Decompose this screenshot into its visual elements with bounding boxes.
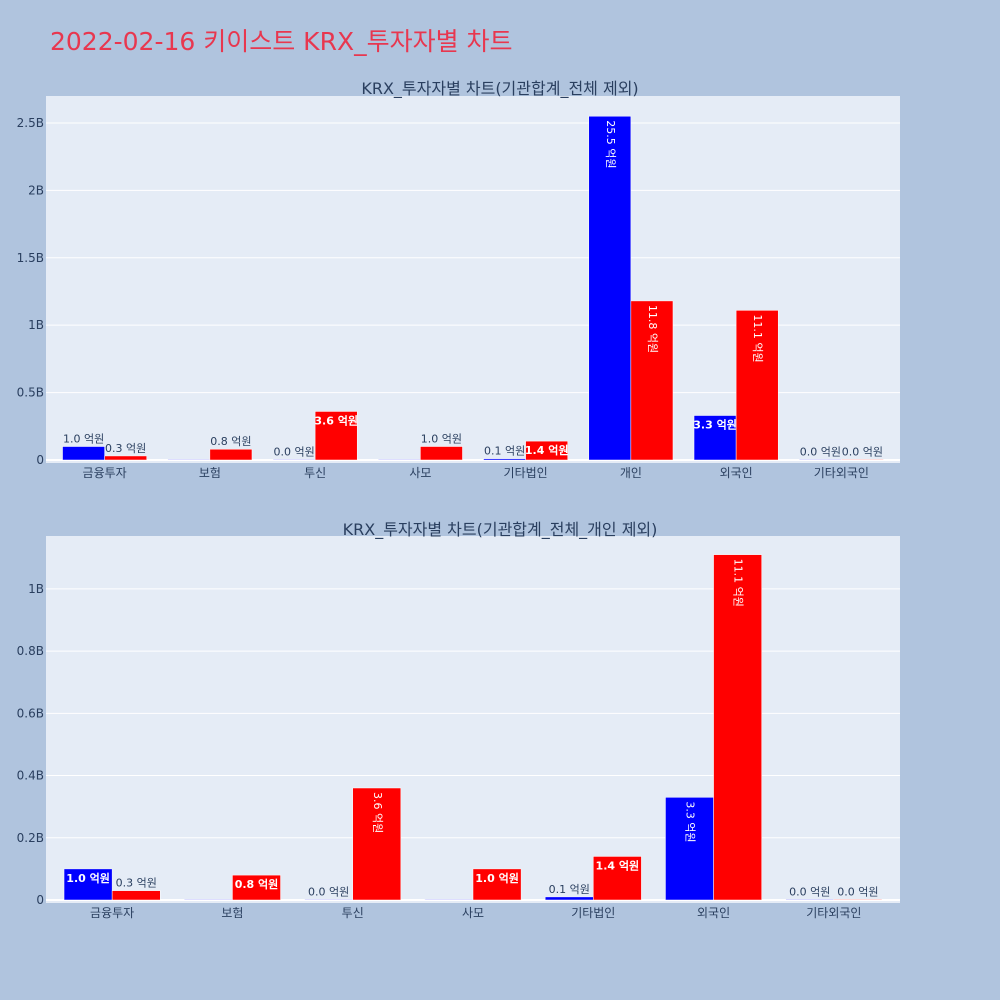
data-label: 3.3 억원 [693,418,737,432]
y-tick-label: 0.8B [17,644,44,658]
bar-sell [232,874,281,901]
x-tick-label: 투신 [304,466,326,480]
bar-buy [63,868,113,901]
x-tick-label: 개인 [620,466,642,480]
y-tick-label: 0 [36,893,44,907]
data-label: 3.3 억원 [684,801,697,842]
x-tick-label: 금융투자 [90,906,134,920]
bar-sell [352,787,402,901]
bar-sell [630,300,674,461]
bar-buy [424,899,474,901]
bar-sell [593,856,642,901]
bar-buy [62,446,105,461]
bar-sell [104,455,147,461]
data-label: 0.8 억원 [210,435,251,448]
x-tick-label: 투신 [342,906,364,920]
bar-sell [420,446,463,461]
chart-title: KRX_투자자별 차트(기관합계_전체_개인 제외) [343,520,658,540]
x-tick-label: 외국인 [697,906,730,920]
x-tick-label: 보험 [221,906,243,920]
data-label: 0.3 억원 [116,877,157,890]
y-tick-label: 1.5B [17,251,44,265]
data-label: 1.4 억원 [525,443,569,457]
data-label: 0.0 억원 [273,445,314,458]
bar-sell [841,459,884,461]
data-label: 3.6 억원 [371,792,384,833]
bar-sell [525,440,568,461]
y-tick-label: 0.6B [17,706,44,720]
bar-buy [588,115,632,461]
data-label: 0.1 억원 [484,445,525,458]
x-tick-label: 기타법인 [504,466,548,480]
chart-excl-individual: KRX_투자자별 차트(기관합계_전체_개인 제외) 0 0.2B 0.4B 0.6B 0… [17,520,900,920]
plot-area [46,536,900,903]
bar-sell [713,554,762,901]
x-tick-label: 사모 [409,466,431,480]
data-label: 0.0 억원 [800,445,841,458]
x-tick-label: 기타법인 [571,906,615,920]
data-label: 0.0 억원 [308,885,349,898]
data-label: 0.0 억원 [789,885,830,898]
bar-sell [209,448,253,461]
y-tick-label: 1B [28,318,44,332]
page-title: 2022-02-16 키이스트 KRX_투자자별 차트 [50,27,513,56]
x-tick-label: 금융투자 [83,466,127,480]
x-tick-label: 기타외국인 [814,466,869,480]
data-label: 25.5 억원 [604,120,617,168]
data-label: 3.6 억원 [314,413,358,427]
chart-institutional-excl-total: KRX_투자자별 차트(기관합계_전체 제외) 0 0.5B 1B 1.5B 2B 2.5B… [17,79,900,480]
data-label: 1.0 억원 [63,433,104,446]
y-tick-label: 0.4B [17,769,44,783]
bar-buy [693,415,737,461]
bar-sell [472,868,522,901]
data-label: 1.0 억원 [421,433,462,446]
chart-title: KRX_투자자별 차트(기관합계_전체 제외) [361,79,638,99]
bar-buy [544,896,594,901]
y-tick-label: 0.5B [17,386,44,400]
data-label: 11.8 억원 [646,305,659,353]
data-label: 0.1 억원 [549,883,590,896]
bar-sell [735,310,779,461]
bar-buy [665,797,714,901]
y-tick-label: 0 [36,453,44,467]
bar-sell [111,890,161,901]
y-tick-label: 1B [28,582,44,596]
y-tick-label: 2B [28,183,44,197]
data-label: 0.3 억원 [105,442,146,455]
y-tick-label: 0.2B [17,831,44,845]
data-label: 0.0 억원 [837,885,878,898]
x-tick-label: 사모 [462,906,484,920]
y-tick-label: 2.5B [17,116,44,130]
data-label: 11.1 억원 [751,314,764,362]
x-tick-label: 외국인 [720,466,753,480]
data-label: 11.1 억원 [732,559,745,607]
bar-buy [785,899,835,901]
x-tick-label: 보험 [199,466,221,480]
data-label: 0.8 억원 [235,877,279,891]
data-label: 1.0 억원 [66,871,110,885]
x-tick-label: 기타외국인 [806,906,861,920]
data-label: 1.0 억원 [475,871,519,885]
bar-buy [304,899,353,901]
bar-buy [184,899,233,901]
data-label: 1.4 억원 [596,858,640,872]
data-label: 0.0 억원 [842,445,883,458]
bar-sell [833,899,883,901]
bar-sell [314,411,358,461]
